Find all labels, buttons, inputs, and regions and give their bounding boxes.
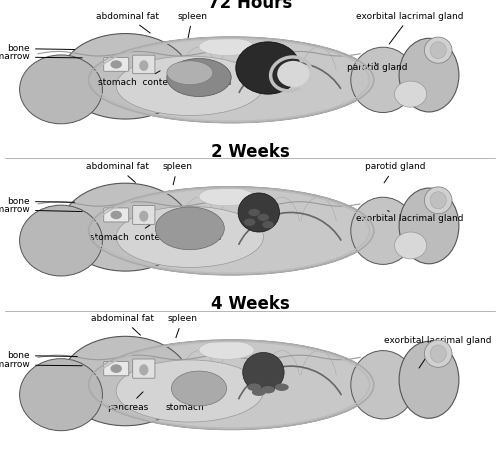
Ellipse shape: [167, 58, 231, 96]
Ellipse shape: [20, 359, 102, 431]
Ellipse shape: [20, 205, 102, 276]
Ellipse shape: [399, 38, 459, 112]
FancyBboxPatch shape: [104, 362, 128, 376]
Text: exorbital lacrimal gland: exorbital lacrimal gland: [384, 336, 491, 368]
Ellipse shape: [110, 364, 122, 373]
Text: diaphragm: diaphragm: [173, 226, 222, 242]
Ellipse shape: [258, 214, 269, 221]
Ellipse shape: [351, 350, 415, 419]
Text: exorbital lacrimal gland: exorbital lacrimal gland: [356, 12, 464, 44]
Ellipse shape: [242, 352, 284, 392]
Ellipse shape: [139, 211, 148, 222]
Text: 4 Weeks: 4 Weeks: [210, 295, 290, 313]
Ellipse shape: [430, 345, 446, 363]
Ellipse shape: [394, 232, 426, 259]
Text: diaphragm: diaphragm: [183, 72, 232, 87]
Ellipse shape: [277, 61, 310, 87]
Ellipse shape: [199, 38, 254, 56]
Ellipse shape: [167, 61, 213, 85]
Text: bone: bone: [8, 351, 77, 360]
Ellipse shape: [116, 360, 264, 422]
Ellipse shape: [351, 47, 415, 113]
Ellipse shape: [399, 341, 459, 418]
Ellipse shape: [88, 340, 374, 430]
FancyBboxPatch shape: [132, 55, 155, 74]
Ellipse shape: [252, 388, 266, 396]
Ellipse shape: [116, 206, 264, 268]
Text: spleen: spleen: [162, 162, 192, 185]
Text: stomach  contents: stomach contents: [98, 71, 182, 87]
Ellipse shape: [275, 383, 288, 391]
Text: 2 Weeks: 2 Weeks: [210, 143, 290, 161]
Ellipse shape: [172, 371, 226, 406]
Ellipse shape: [261, 386, 275, 394]
Text: 72 Hours: 72 Hours: [208, 0, 292, 12]
Ellipse shape: [399, 188, 459, 264]
Text: stomach  contents: stomach contents: [90, 225, 174, 242]
Text: bone: bone: [8, 197, 74, 206]
Ellipse shape: [351, 197, 415, 264]
Ellipse shape: [424, 340, 452, 367]
Ellipse shape: [394, 81, 426, 107]
Ellipse shape: [238, 193, 280, 232]
Text: spleen: spleen: [168, 314, 198, 338]
Ellipse shape: [430, 192, 446, 209]
Ellipse shape: [236, 42, 300, 94]
Text: abdominal fat: abdominal fat: [96, 12, 159, 33]
Ellipse shape: [424, 37, 452, 63]
Text: bone marrow: bone marrow: [0, 360, 82, 369]
Text: abdominal fat: abdominal fat: [91, 314, 154, 335]
Ellipse shape: [248, 383, 261, 391]
Ellipse shape: [139, 60, 148, 71]
Ellipse shape: [61, 336, 190, 426]
Ellipse shape: [262, 221, 274, 228]
Text: pancreas: pancreas: [107, 392, 148, 412]
Ellipse shape: [430, 42, 446, 58]
FancyBboxPatch shape: [104, 57, 128, 71]
Ellipse shape: [88, 187, 374, 275]
Ellipse shape: [139, 364, 148, 375]
Ellipse shape: [199, 188, 254, 206]
Text: bone: bone: [8, 44, 74, 53]
Text: exorbital lacrimal gland: exorbital lacrimal gland: [356, 211, 464, 223]
Ellipse shape: [248, 209, 260, 216]
Ellipse shape: [424, 187, 452, 214]
Ellipse shape: [61, 33, 190, 119]
Text: bone marrow: bone marrow: [0, 52, 82, 62]
Ellipse shape: [244, 219, 256, 226]
Ellipse shape: [110, 211, 122, 219]
Ellipse shape: [88, 37, 374, 123]
Ellipse shape: [20, 55, 102, 124]
Ellipse shape: [156, 207, 224, 250]
Ellipse shape: [110, 60, 122, 69]
Text: abdominal fat: abdominal fat: [86, 162, 149, 182]
Text: spleen: spleen: [178, 12, 208, 38]
Ellipse shape: [116, 56, 264, 115]
Ellipse shape: [61, 183, 190, 271]
FancyBboxPatch shape: [132, 359, 155, 378]
FancyBboxPatch shape: [132, 206, 155, 225]
Text: parotid gland: parotid gland: [347, 63, 408, 72]
Text: bone marrow: bone marrow: [0, 205, 82, 214]
Text: parotid gland: parotid gland: [365, 162, 425, 183]
Ellipse shape: [199, 341, 254, 359]
FancyBboxPatch shape: [104, 208, 128, 222]
Text: stomach: stomach: [166, 394, 204, 412]
